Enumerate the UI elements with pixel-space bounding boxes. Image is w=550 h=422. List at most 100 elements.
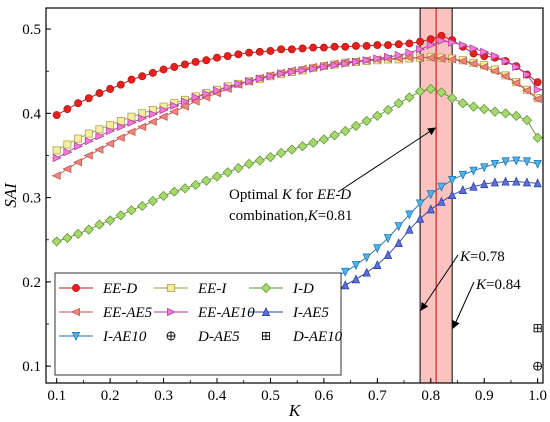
data-point [512, 176, 521, 186]
data-point [457, 56, 467, 66]
data-point [479, 62, 489, 72]
data-point [512, 62, 522, 72]
data-point [490, 159, 500, 169]
legend-item-i-ae5: I-AE5 [249, 305, 329, 321]
data-point [490, 51, 500, 61]
data-point [330, 42, 339, 51]
data-point [202, 89, 212, 99]
data-point [265, 152, 276, 163]
data-point [500, 72, 510, 81]
data-point [457, 98, 468, 109]
data-point [298, 44, 307, 53]
data-point [106, 126, 116, 136]
data-point [126, 127, 136, 137]
data-point [83, 151, 93, 160]
data-point [383, 234, 393, 244]
data-point [532, 132, 543, 143]
data-point [521, 114, 533, 126]
annotation-arrow [452, 281, 475, 329]
text-part: =0.78 [470, 249, 505, 265]
data-point [106, 84, 115, 93]
data-point [447, 55, 457, 64]
series-ee-ae5 [51, 53, 542, 180]
data-point [372, 110, 383, 121]
series-line [56, 57, 538, 177]
data-point [394, 51, 404, 60]
text-part: K [307, 208, 319, 224]
data-point [437, 196, 446, 206]
text-part: =0.81 [318, 208, 353, 224]
data-point [255, 47, 264, 56]
text-part: K [459, 249, 471, 265]
data-point [115, 133, 125, 142]
data-point [266, 47, 275, 55]
data-point [169, 186, 180, 197]
text-part: K [281, 187, 293, 203]
data-point [341, 280, 350, 290]
legend-item-d-ae5: D-AE5 [166, 329, 240, 345]
data-point [384, 52, 394, 62]
data-point [52, 111, 61, 119]
legend-label: D-AE5 [197, 329, 240, 345]
data-point [170, 63, 179, 71]
data-point [202, 56, 211, 65]
data-point [352, 57, 361, 67]
x-tick-label: 0.3 [154, 388, 173, 404]
data-point [319, 43, 328, 52]
data-point [74, 99, 83, 108]
data-point [394, 222, 403, 232]
data-point [511, 78, 521, 88]
data-point [51, 171, 61, 180]
data-point [362, 56, 372, 65]
data-point [234, 50, 243, 59]
data-point [416, 37, 425, 46]
data-point [382, 104, 394, 116]
data-point [95, 125, 104, 134]
data-point [169, 107, 179, 116]
data-point [52, 153, 62, 163]
data-point [127, 118, 137, 127]
data-point [479, 104, 490, 115]
data-point [309, 43, 318, 52]
data-point [95, 131, 105, 141]
legend-marker [70, 307, 80, 317]
data-point [523, 70, 533, 79]
data-point [223, 83, 233, 92]
data-point [458, 184, 467, 194]
data-point [393, 98, 404, 109]
data-point [308, 137, 319, 148]
data-point [351, 261, 361, 271]
data-point [138, 114, 148, 123]
series-ee-i [52, 52, 542, 155]
data-point [416, 45, 426, 54]
annotations: Optimal K for EE-Dcombination,K=0.81K=0.… [229, 127, 521, 329]
data-point [63, 140, 72, 149]
legend-item-ee-ae10: EE-AE10 [154, 305, 255, 321]
data-point [373, 244, 382, 254]
data-point [158, 112, 168, 121]
data-point [223, 52, 232, 60]
data-point [362, 267, 371, 277]
legend-label: I-AE5 [292, 305, 329, 321]
data-point [490, 177, 500, 187]
annotation-optimal-line1: Optimal K for EE-D [229, 187, 351, 203]
data-point [533, 159, 542, 169]
data-point [63, 147, 73, 157]
data-point [298, 66, 308, 75]
data-point [190, 179, 201, 191]
data-point [521, 86, 531, 95]
data-point [373, 54, 383, 63]
data-point [309, 64, 319, 73]
data-point [404, 53, 414, 62]
series-i-ae10 [319, 156, 542, 286]
data-point [437, 182, 446, 192]
data-point [137, 122, 147, 131]
data-point [480, 163, 489, 173]
data-point [384, 41, 392, 50]
data-point [234, 79, 244, 88]
data-point [287, 67, 297, 77]
optimal-band [419, 8, 453, 383]
legend-marker-cross [167, 332, 175, 340]
text-part: Optimal [229, 187, 282, 203]
